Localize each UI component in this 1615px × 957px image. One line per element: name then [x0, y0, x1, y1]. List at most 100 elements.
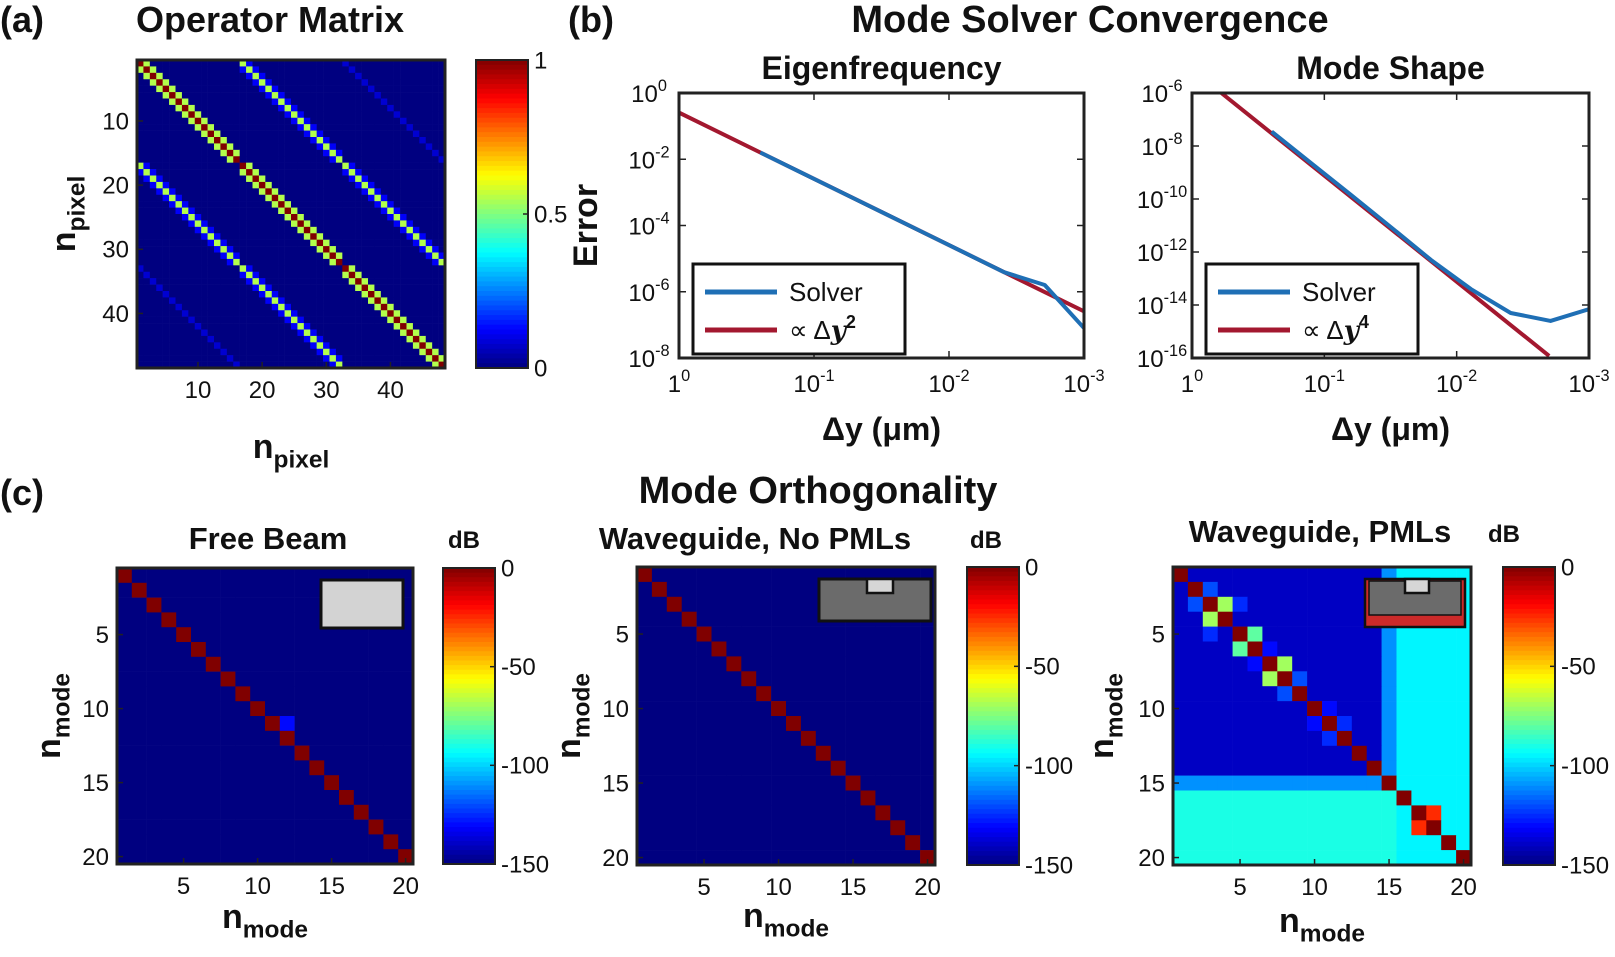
- heatmap-cell: [845, 790, 861, 806]
- heatmap-cell: [194, 188, 202, 196]
- heatmap-cell: [425, 85, 433, 93]
- heatmap-cell: [1351, 716, 1367, 732]
- heatmap-cell: [1307, 671, 1323, 687]
- heatmap-cell: [425, 111, 433, 119]
- heatmap-cell: [342, 60, 350, 67]
- heatmap-cell: [149, 265, 157, 273]
- heatmap-cell: [425, 355, 433, 362]
- heatmap-cell: [406, 143, 414, 151]
- heatmap-cell: [393, 310, 401, 317]
- x-tick-label: 10-1: [1304, 367, 1345, 398]
- heatmap-cell: [176, 671, 192, 687]
- heatmap-cell: [297, 303, 305, 311]
- heatmap-cell: [278, 226, 285, 234]
- heatmap-cell: [149, 252, 157, 260]
- heatmap-cell: [786, 567, 802, 583]
- heatmap-cell: [696, 716, 712, 732]
- heatmap-cell: [393, 297, 401, 305]
- heatmap-cell: [303, 169, 311, 176]
- heatmap-cell: [380, 310, 388, 317]
- series-layer: [679, 110, 1084, 330]
- heatmap-cell: [361, 258, 369, 266]
- colorbar-swatch: [967, 771, 1019, 778]
- heatmap-cell: [368, 701, 384, 717]
- heatmap-cell: [815, 790, 831, 806]
- heatmap-cell: [387, 258, 394, 266]
- heatmap-cell: [1411, 641, 1427, 657]
- heatmap-cell: [329, 323, 337, 330]
- heatmap-cell: [324, 849, 340, 865]
- heatmap-cell: [1247, 701, 1263, 717]
- heatmap-cell: [194, 60, 202, 67]
- heatmap-cell: [239, 66, 247, 74]
- heatmap-cell: [786, 850, 802, 866]
- colorbar-swatch: [1503, 636, 1555, 642]
- colorbar-swatch: [1503, 622, 1555, 629]
- colorbar-swatch: [476, 88, 528, 95]
- x-tick-label: 20: [392, 873, 419, 900]
- heatmap-cell: [380, 252, 388, 260]
- heatmap-cell: [149, 79, 157, 86]
- heatmap-cell: [1202, 805, 1218, 821]
- heatmap-cell: [1351, 626, 1367, 642]
- heatmap-cell: [316, 329, 324, 337]
- heatmap-cell: [316, 361, 324, 369]
- heatmap-cell: [316, 194, 324, 202]
- heatmap-cell: [233, 361, 240, 369]
- heatmap-cell: [220, 582, 236, 598]
- heatmap-cell: [637, 835, 653, 851]
- colorbar-swatch: [476, 74, 528, 80]
- heatmap-cell: [355, 130, 362, 138]
- heatmap-cell: [387, 297, 394, 305]
- heatmap-cell: [297, 310, 305, 317]
- heatmap-cell: [194, 271, 202, 279]
- heatmap-cell: [291, 169, 298, 176]
- heatmap-cell: [368, 130, 375, 138]
- heatmap-cell: [400, 265, 407, 273]
- heatmap-cell: [156, 181, 163, 189]
- heatmap-cell: [181, 124, 189, 131]
- colorbar-swatch: [1503, 827, 1555, 833]
- chart-eigenfrequency: 10 10-1 10-2 10-310010-210-410-610-8Eigenfr…: [567, 50, 1105, 447]
- heatmap-cell: [201, 156, 208, 163]
- heatmap-cell: [380, 201, 388, 208]
- heatmap-cell: [161, 790, 177, 806]
- heatmap-cell: [297, 66, 305, 74]
- heatmap-cell: [176, 612, 192, 628]
- heatmap-cell: [342, 194, 350, 202]
- heatmap-cell: [1396, 835, 1412, 851]
- heatmap-cell: [131, 760, 147, 776]
- heatmap-cell: [920, 790, 936, 806]
- heatmap-cell: [890, 820, 906, 836]
- heatmap-cell: [291, 175, 298, 183]
- colorbar-swatch: [443, 568, 495, 574]
- y-tick-label: 15: [602, 770, 629, 797]
- heatmap-cell: [161, 701, 177, 717]
- heatmap-cell: [860, 805, 876, 821]
- heatmap-cell: [294, 745, 310, 761]
- colorbar-swatch: [443, 618, 495, 624]
- heatmap-cell: [279, 834, 295, 850]
- heatmap-cell: [1277, 641, 1293, 657]
- heatmap-cell: [143, 98, 151, 106]
- heatmap-cell: [143, 220, 151, 228]
- heatmap-cell: [355, 156, 362, 163]
- heatmap-cell: [323, 201, 330, 208]
- heatmap-cell: [374, 162, 382, 170]
- heatmap-cell: [226, 226, 234, 234]
- heatmap-cell: [226, 79, 234, 86]
- heatmap-cell: [205, 775, 221, 791]
- heatmap-cell: [323, 297, 330, 305]
- heatmap-cell: [329, 111, 337, 119]
- heatmap-cell: [201, 246, 208, 253]
- heatmap-cell: [1307, 641, 1323, 657]
- heatmap-cell: [235, 612, 251, 628]
- heatmap-cell: [1173, 760, 1189, 776]
- x-axis-label-text: npixel: [253, 428, 330, 474]
- heatmap-cell: [651, 716, 668, 732]
- heatmap-cell: [1173, 730, 1189, 747]
- heatmap-cell: [303, 233, 311, 240]
- heatmap-cell: [368, 361, 375, 369]
- heatmap-cell: [361, 297, 369, 305]
